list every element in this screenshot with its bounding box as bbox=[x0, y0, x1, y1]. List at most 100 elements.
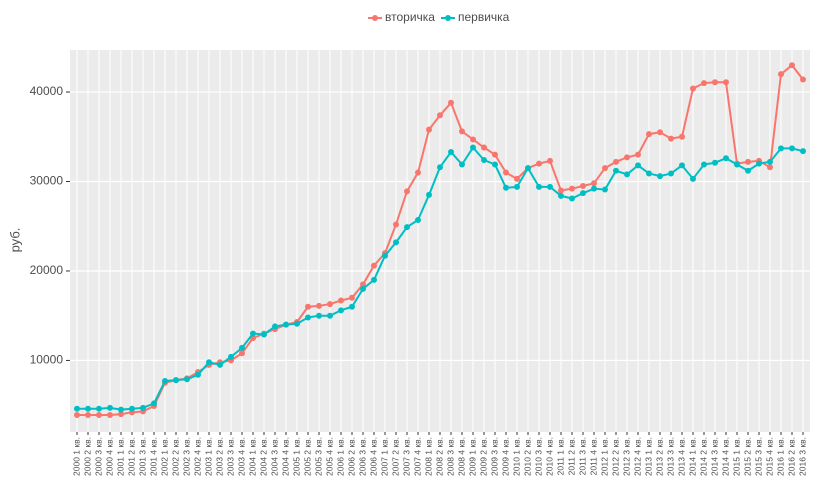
point bbox=[580, 182, 586, 189]
point bbox=[217, 361, 223, 368]
x-tick-label: 2015 3 кв. bbox=[753, 437, 763, 476]
x-tick-label: 2016 1 кв. bbox=[775, 437, 785, 476]
point bbox=[734, 161, 740, 168]
point bbox=[679, 162, 685, 169]
point bbox=[426, 191, 432, 198]
point bbox=[745, 167, 751, 174]
point bbox=[635, 151, 641, 158]
point bbox=[668, 170, 674, 177]
point bbox=[327, 312, 333, 319]
x-tick-label: 2015 2 кв. bbox=[742, 437, 752, 476]
x-tick-label: 2000 4 кв. bbox=[104, 437, 114, 476]
x-tick-label: 2013 1 кв. bbox=[643, 437, 653, 476]
y-tick-label: 20000 bbox=[30, 263, 64, 277]
point bbox=[624, 154, 630, 161]
y-tick-label: 40000 bbox=[30, 84, 64, 98]
x-tick-label: 2016 3 кв. bbox=[797, 437, 807, 476]
point bbox=[415, 216, 421, 223]
point bbox=[701, 80, 707, 87]
x-tick-label: 2006 2 кв. bbox=[346, 437, 356, 476]
point bbox=[360, 285, 366, 292]
point bbox=[767, 158, 773, 165]
x-tick-label: 2002 2 кв. bbox=[170, 437, 180, 476]
point bbox=[624, 171, 630, 178]
point bbox=[349, 303, 355, 310]
point bbox=[261, 331, 267, 338]
point bbox=[404, 188, 410, 195]
point bbox=[602, 165, 608, 172]
x-tick-label: 2011 2 кв. bbox=[566, 437, 576, 475]
x-tick-label: 2000 2 кв. bbox=[82, 437, 92, 476]
x-tick-label: 2008 1 кв. bbox=[423, 437, 433, 476]
point bbox=[173, 377, 179, 384]
x-tick-label: 2014 2 кв. bbox=[698, 437, 708, 476]
x-tick-label: 2000 1 кв. bbox=[71, 437, 81, 476]
point bbox=[283, 321, 289, 328]
point bbox=[657, 129, 663, 136]
x-tick-label: 2004 3 кв. bbox=[269, 437, 279, 476]
point bbox=[184, 376, 190, 383]
point bbox=[195, 371, 201, 378]
point bbox=[547, 157, 553, 164]
x-tick-label: 2009 1 кв. bbox=[467, 437, 477, 476]
x-tick-label: 2015 4 кв. bbox=[764, 437, 774, 476]
x-tick-label: 2014 4 кв. bbox=[720, 437, 730, 476]
point bbox=[74, 405, 80, 412]
point bbox=[393, 221, 399, 228]
point bbox=[778, 145, 784, 152]
x-tick-label: 2014 3 кв. bbox=[709, 437, 719, 476]
point bbox=[591, 185, 597, 192]
x-tick-label: 2000 3 кв. bbox=[93, 437, 103, 476]
point bbox=[690, 175, 696, 182]
point bbox=[437, 112, 443, 119]
x-tick-label: 2004 4 кв. bbox=[280, 437, 290, 476]
point bbox=[107, 412, 113, 419]
point bbox=[789, 145, 795, 152]
x-tick-label: 2008 4 кв. bbox=[456, 437, 466, 476]
point bbox=[459, 161, 465, 168]
x-tick-label: 2006 4 кв. bbox=[368, 437, 378, 476]
x-tick-label: 2004 1 кв. bbox=[247, 437, 257, 476]
point bbox=[778, 71, 784, 78]
point bbox=[470, 136, 476, 143]
point bbox=[206, 359, 212, 366]
point bbox=[327, 301, 333, 308]
point bbox=[514, 183, 520, 190]
x-tick-label: 2002 4 кв. bbox=[192, 437, 202, 476]
point bbox=[767, 164, 773, 171]
x-tick-label: 2001 3 кв. bbox=[137, 437, 147, 476]
point bbox=[756, 160, 762, 167]
x-tick-label: 2003 2 кв. bbox=[214, 437, 224, 476]
x-tick-label: 2006 3 кв. bbox=[357, 437, 367, 476]
x-tick-label: 2010 3 кв. bbox=[533, 437, 543, 476]
point bbox=[558, 192, 564, 199]
point bbox=[723, 79, 729, 86]
x-tick-label: 2012 2 кв. bbox=[610, 437, 620, 476]
point bbox=[602, 186, 608, 193]
x-tick-label: 2001 1 кв. bbox=[115, 437, 125, 476]
point bbox=[569, 185, 575, 192]
point bbox=[481, 144, 487, 151]
point bbox=[525, 165, 531, 172]
point bbox=[437, 164, 443, 171]
point bbox=[129, 405, 135, 412]
x-tick-label: 2010 2 кв. bbox=[522, 437, 532, 476]
point bbox=[536, 183, 542, 190]
point bbox=[745, 158, 751, 165]
point bbox=[96, 405, 102, 412]
x-tick-label: 2007 3 кв. bbox=[401, 437, 411, 476]
x-tick-label: 2005 3 кв. bbox=[313, 437, 323, 476]
point bbox=[723, 155, 729, 162]
point bbox=[316, 302, 322, 309]
point bbox=[800, 76, 806, 83]
point bbox=[96, 412, 102, 419]
x-tick-label: 2012 4 кв. bbox=[632, 437, 642, 476]
x-tick-label: 2007 2 кв. bbox=[390, 437, 400, 476]
point bbox=[338, 297, 344, 304]
point bbox=[789, 62, 795, 69]
x-tick-label: 2009 4 кв. bbox=[500, 437, 510, 476]
x-tick-label: 2002 1 кв. bbox=[159, 437, 169, 476]
x-tick-label: 2013 3 кв. bbox=[665, 437, 675, 476]
point bbox=[349, 294, 355, 301]
point bbox=[294, 320, 300, 327]
